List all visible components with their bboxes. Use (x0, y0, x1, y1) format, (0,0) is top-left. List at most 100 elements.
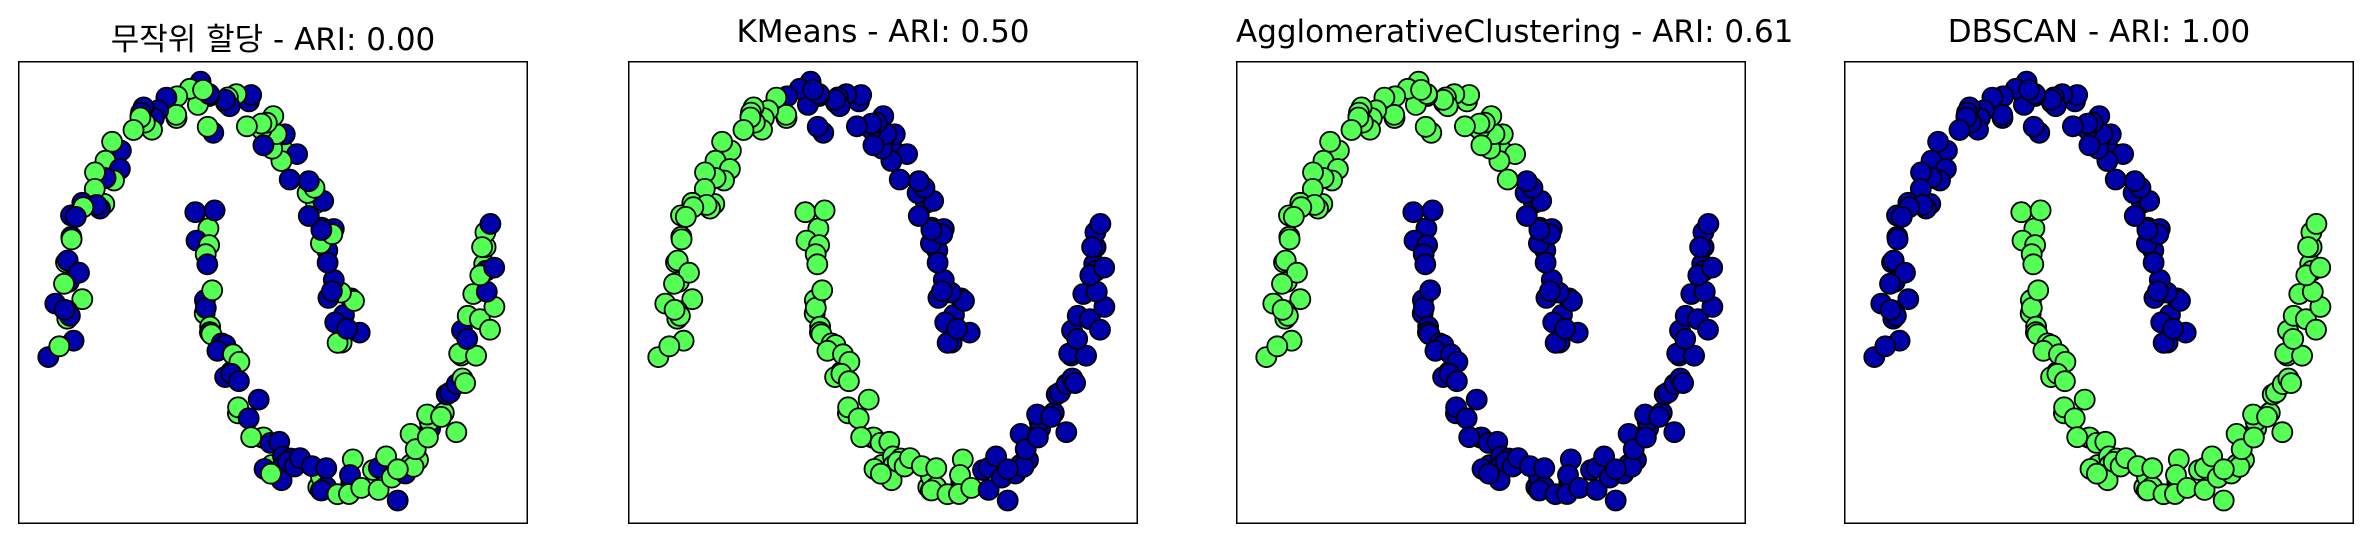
data-point (336, 317, 359, 340)
data-point (1470, 134, 1493, 157)
data-point (711, 130, 733, 153)
data-point (445, 421, 468, 444)
chart-title: DBSCAN - ARI: 1.00 (1947, 14, 2251, 50)
data-point (1697, 318, 1719, 341)
data-point (2029, 199, 2052, 222)
data-point (996, 489, 1019, 512)
data-point (1278, 228, 1301, 251)
data-point (1672, 372, 1695, 395)
data-point (926, 251, 949, 274)
plot-frame (1844, 61, 2354, 524)
data-point (1496, 168, 1519, 191)
data-point (278, 168, 301, 191)
data-point (2123, 170, 2146, 193)
data-point (2022, 115, 2045, 138)
data-point (235, 115, 258, 138)
data-point (806, 253, 829, 276)
data-point (367, 478, 390, 501)
data-point (888, 168, 911, 191)
data-point (471, 236, 494, 259)
data-point (1421, 199, 1444, 222)
data-point (2162, 317, 2185, 340)
data-point (1286, 261, 1308, 284)
data-point (456, 328, 479, 350)
data-point (1874, 335, 1897, 358)
data-point (2061, 115, 2084, 138)
data-point (240, 426, 263, 449)
data-point (1697, 212, 1720, 235)
data-point (2022, 253, 2045, 276)
data-point (813, 199, 836, 222)
data-point (920, 219, 943, 241)
data-point (794, 201, 817, 224)
data-point (2305, 212, 2328, 235)
data-point (1089, 318, 1111, 341)
data-point (2212, 489, 2235, 512)
data-point (2066, 426, 2089, 449)
data-point (196, 115, 219, 138)
data-point (678, 261, 700, 284)
data-point (465, 344, 488, 367)
data-point (1026, 426, 1049, 449)
data-point (663, 272, 685, 295)
data-point (1879, 298, 1902, 321)
plot-frame (1236, 61, 1746, 524)
data-point (1093, 256, 1116, 279)
data-point (1064, 372, 1087, 395)
data-point (259, 462, 282, 485)
scatter-plot (1844, 61, 2354, 524)
data-point (60, 228, 83, 251)
data-point (386, 458, 409, 481)
data-point (2282, 328, 2305, 350)
data-point (430, 405, 453, 428)
data-point (1674, 328, 1697, 350)
chart-title: 무작위 할당 - ARI: 0.00 (110, 22, 436, 58)
data-point (732, 119, 755, 141)
data-point (806, 115, 829, 138)
data-point (1075, 344, 1098, 367)
data-point (1414, 115, 1437, 138)
data-point (1040, 405, 1063, 428)
data-point (850, 426, 873, 449)
data-point (996, 458, 1019, 481)
data-point (122, 119, 145, 141)
data-point (201, 279, 224, 302)
data-point (1477, 462, 1500, 485)
data-point (857, 388, 880, 411)
data-point (1663, 421, 1686, 444)
data-point (1894, 261, 1916, 284)
data-point (2291, 344, 2314, 367)
data-point (2010, 201, 2033, 224)
data-point (2142, 251, 2165, 274)
data-point (837, 370, 860, 393)
data-point (1340, 119, 1363, 141)
data-point (227, 370, 250, 393)
data-point (2141, 457, 2164, 480)
data-point (1455, 407, 1478, 430)
data-point (1683, 344, 1706, 367)
scatter-plot (18, 61, 528, 524)
data-point (196, 253, 219, 276)
data-point (670, 228, 693, 251)
data-point (2085, 462, 2108, 485)
plot-frame (628, 61, 1138, 524)
data-point (1534, 251, 1557, 274)
data-point (316, 251, 339, 274)
data-point (53, 298, 76, 321)
data-point (297, 205, 320, 227)
data-point (2242, 426, 2265, 449)
data-point (869, 462, 892, 485)
data-point (2309, 256, 2332, 279)
data-point (2104, 168, 2127, 191)
data-point (320, 280, 343, 303)
data-point (1271, 298, 1294, 321)
data-point (1689, 236, 1712, 259)
data-point (1879, 272, 1901, 295)
data-point (1648, 405, 1671, 428)
data-point (674, 205, 697, 228)
data-point (71, 288, 94, 311)
data-point (386, 489, 409, 512)
data-point (2280, 372, 2303, 395)
data-point (1282, 205, 1305, 228)
data-point (237, 407, 260, 430)
